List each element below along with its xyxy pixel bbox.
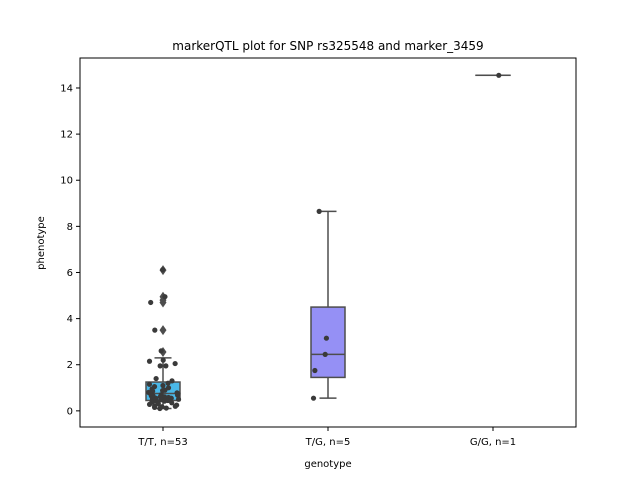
data-point: [175, 396, 182, 402]
data-point: [153, 375, 159, 382]
data-point: [158, 348, 164, 354]
data-point: [172, 403, 178, 409]
y-tick-label: 2: [67, 360, 73, 371]
data-point: [323, 335, 330, 341]
data-point: [169, 400, 175, 406]
data-point: [152, 327, 158, 333]
chart-title: markerQTL plot for SNP rs325548 and mark…: [172, 39, 483, 53]
data-point: [163, 363, 169, 369]
data-point: [172, 360, 178, 367]
data-point: [146, 401, 153, 407]
data-point: [162, 294, 168, 300]
y-tick-label: 10: [60, 176, 73, 187]
y-tick-label: 8: [67, 222, 73, 233]
data-point: [160, 357, 166, 363]
plot-area: [145, 72, 511, 412]
y-tick-label: 4: [67, 314, 73, 325]
data-point: [148, 393, 154, 399]
data-point: [316, 208, 322, 214]
y-tick-label: 12: [60, 130, 73, 141]
data-point: [151, 404, 158, 410]
data-point: [310, 395, 317, 401]
data-point: [174, 392, 181, 398]
data-point: [169, 378, 175, 384]
box: [310, 306, 346, 379]
data-point: [148, 299, 154, 306]
outlier-marker: [159, 325, 167, 336]
axes: 0 2 4 6 8 10 12 14 T/T, n=53 T/G, n=5 G/G, n=1: [60, 83, 516, 448]
data-point: [146, 381, 153, 387]
y-tick-label: 6: [67, 268, 73, 279]
data-point: [165, 380, 171, 386]
data-point: [160, 267, 166, 273]
data-point: [322, 351, 328, 357]
x-tick-label: T/T, n=53: [137, 437, 187, 448]
data-point: [157, 363, 163, 369]
y-axis-label: phenotype: [36, 216, 47, 270]
y-tick-label: 0: [67, 406, 73, 417]
data-point: [146, 358, 153, 364]
data-point: [157, 405, 163, 412]
x-axis-label: genotype: [304, 459, 351, 470]
data-point: [159, 387, 166, 394]
y-tick-label: 14: [60, 83, 73, 94]
data-point: [496, 72, 502, 78]
data-point: [165, 397, 171, 404]
data-point: [160, 382, 166, 389]
data-point: [312, 367, 318, 374]
x-tick-label: T/G, n=5: [305, 437, 351, 448]
x-tick-label: G/G, n=1: [470, 437, 516, 448]
data-point: [163, 405, 169, 411]
